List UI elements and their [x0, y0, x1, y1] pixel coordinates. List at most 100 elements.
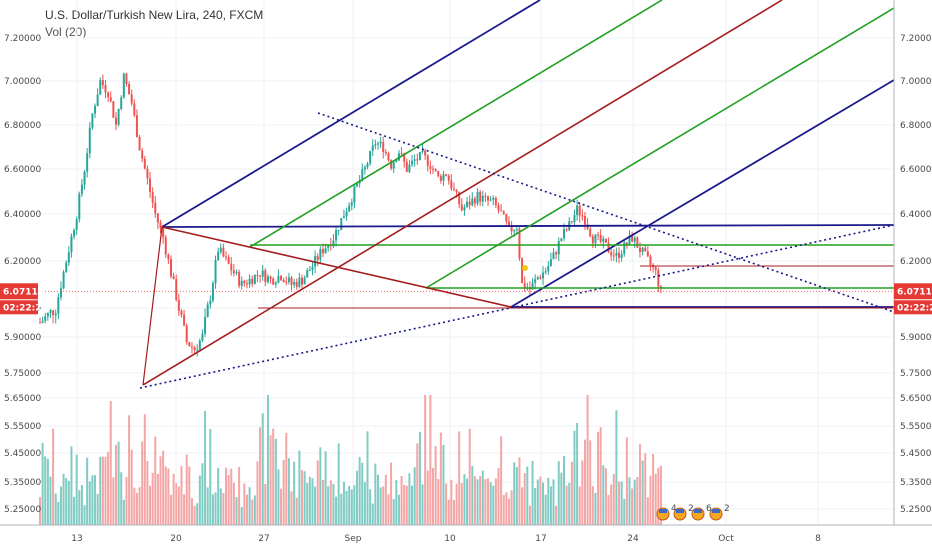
volume-bar [201, 463, 204, 525]
flag-stripe [676, 509, 684, 513]
volume-bar [230, 468, 233, 525]
candle-body [455, 189, 458, 193]
volume-bar [345, 490, 348, 525]
volume-bar [314, 486, 317, 525]
volume-bar [172, 473, 175, 525]
candle-body [369, 150, 372, 164]
y-tick-label-left: 5.90000 [4, 333, 41, 343]
volume-bar [392, 499, 395, 525]
event-flag-badge[interactable]: 4 [656, 504, 677, 521]
volume-bar [468, 428, 471, 525]
volume-bar [80, 485, 83, 525]
candle-body [80, 184, 83, 194]
event-flag-badge[interactable]: 6 [691, 504, 712, 521]
candle-body [413, 159, 416, 161]
event-badges[interactable]: 4 2 6 2 [656, 504, 730, 521]
volume-bar [547, 477, 550, 525]
event-flag-badge[interactable]: 2 [709, 504, 730, 521]
volume-bar [400, 475, 403, 525]
volume-bar [295, 497, 298, 525]
candle-body [94, 106, 97, 114]
y-tick-label-left: 5.25000 [4, 505, 41, 515]
candle-body [518, 228, 521, 259]
volume-bar [285, 432, 288, 525]
candle-body [547, 265, 550, 272]
candle-body [319, 249, 322, 260]
volume-bar [442, 444, 445, 525]
volume-bar [578, 486, 581, 525]
volume-bar [306, 483, 309, 525]
candle-body [143, 158, 146, 169]
volume-bar [324, 451, 327, 525]
candle-body [133, 103, 136, 116]
volume-bar [463, 474, 466, 525]
volume-bar [269, 435, 272, 525]
candle-body [649, 256, 652, 265]
candle-body [159, 222, 162, 228]
candle-body [633, 237, 636, 242]
volume-bar [256, 461, 259, 525]
candle-body [607, 242, 610, 253]
candle-body [112, 101, 115, 118]
volume-bar [573, 430, 576, 525]
candle-body [534, 279, 537, 283]
candle-body [266, 276, 269, 282]
candle-body [487, 196, 490, 201]
candle-body [261, 270, 264, 277]
volume-bar [146, 461, 149, 525]
volume-bar [240, 507, 243, 525]
candle-body [149, 178, 152, 192]
candle-body [405, 161, 408, 172]
volume-bar [243, 483, 246, 525]
volume-bar [143, 414, 146, 525]
candle-body [552, 252, 555, 260]
volume-bar [450, 479, 453, 525]
candle-body [560, 238, 563, 241]
candle-body [46, 312, 49, 317]
volume-bar [376, 474, 379, 525]
volume-bar [159, 456, 162, 525]
volume-bar [565, 485, 568, 525]
volume-bar [597, 432, 600, 525]
candle-body [138, 136, 141, 151]
volume-bar [615, 410, 618, 525]
candle-body [222, 247, 225, 257]
y-tick-label-right: 5.25000 [900, 505, 932, 515]
volume-bar [350, 489, 353, 525]
candle-body [327, 244, 330, 249]
candle-body [49, 310, 52, 313]
volume-bar [455, 483, 458, 525]
candle-body [227, 257, 230, 264]
volume-bar [183, 494, 186, 525]
candle-body [594, 234, 597, 244]
candle-body [439, 176, 442, 181]
y-tick-label-left: 5.35000 [4, 478, 41, 488]
volume-bar [505, 492, 508, 525]
candle-body [269, 276, 272, 279]
event-flag-badge[interactable]: 2 [673, 504, 694, 521]
volume-bar [371, 503, 374, 525]
volume-bar [397, 494, 400, 525]
volume-bar [366, 431, 369, 525]
candle-body [324, 248, 327, 254]
candle-body [225, 256, 228, 258]
volume-bar [521, 487, 524, 525]
volume-bar [39, 497, 41, 525]
volume-bar [75, 454, 78, 525]
volume-bar [620, 481, 623, 525]
candle-body [618, 252, 621, 258]
candle-body [361, 169, 364, 181]
darkred-anchor [142, 226, 163, 386]
x-tick-label: Oct [718, 534, 734, 544]
volume-bar [515, 467, 518, 525]
volume-bar [484, 479, 487, 525]
y-tick-label-left: 6.20000 [4, 257, 41, 267]
volume-bar [481, 470, 484, 525]
volume-bar [636, 476, 639, 525]
candle-body [120, 97, 123, 109]
volume-bar [104, 456, 107, 525]
candle-body [638, 247, 641, 252]
candle-body [219, 247, 222, 252]
candle-body [130, 94, 133, 104]
